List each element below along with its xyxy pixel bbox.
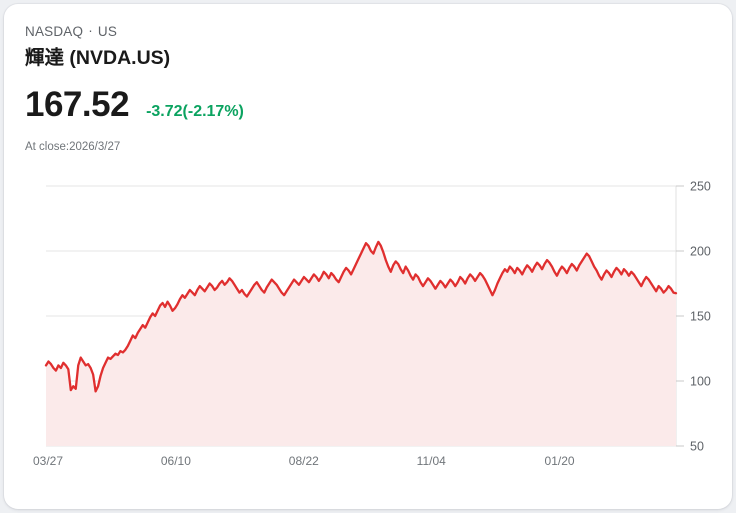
x-tick-label: 06/10 bbox=[161, 454, 191, 468]
x-tick-label: 01/20 bbox=[545, 454, 575, 468]
price-chart[interactable]: 250 200 150 100 50 03/27 06/10 08/22 11/04 01/20 bbox=[4, 164, 732, 489]
page-title: 輝達 (NVDA.US) bbox=[25, 47, 171, 69]
y-tick-label: 200 bbox=[690, 245, 711, 259]
quote-header: NASDAQ · US 輝達 (NVDA.US) 167.52 -3.72(-2.1… bbox=[25, 22, 525, 155]
exchange-region-row: NASDAQ · US bbox=[25, 22, 525, 41]
exchange-label: NASDAQ bbox=[25, 24, 84, 39]
stock-quote-card: NASDAQ · US 輝達 (NVDA.US) 167.52 -3.72(-2.1… bbox=[4, 4, 732, 509]
y-axis-labels: 250 200 150 100 50 bbox=[676, 180, 711, 454]
chart-area-fill bbox=[46, 241, 676, 446]
current-price: 167.52 bbox=[25, 85, 130, 124]
x-tick-label: 08/22 bbox=[289, 454, 319, 468]
y-tick-label: 100 bbox=[690, 375, 711, 389]
y-tick-label: 150 bbox=[690, 310, 711, 324]
x-axis-labels: 03/27 06/10 08/22 11/04 01/20 bbox=[33, 454, 575, 468]
close-timestamp: At close:2026/3/27 bbox=[25, 141, 121, 153]
x-tick-label: 03/27 bbox=[33, 454, 63, 468]
separator-dot: · bbox=[88, 23, 93, 38]
price-chart-svg[interactable]: 250 200 150 100 50 03/27 06/10 08/22 11/04 01/20 bbox=[4, 164, 732, 489]
price-row: 167.52 -3.72(-2.17%) bbox=[25, 85, 525, 125]
price-change: -3.72(-2.17%) bbox=[146, 103, 244, 120]
y-tick-label: 250 bbox=[690, 180, 711, 194]
region-label: US bbox=[97, 24, 118, 39]
x-tick-label: 11/04 bbox=[417, 454, 446, 468]
y-tick-label: 50 bbox=[690, 440, 704, 454]
chart-line bbox=[44, 240, 678, 393]
